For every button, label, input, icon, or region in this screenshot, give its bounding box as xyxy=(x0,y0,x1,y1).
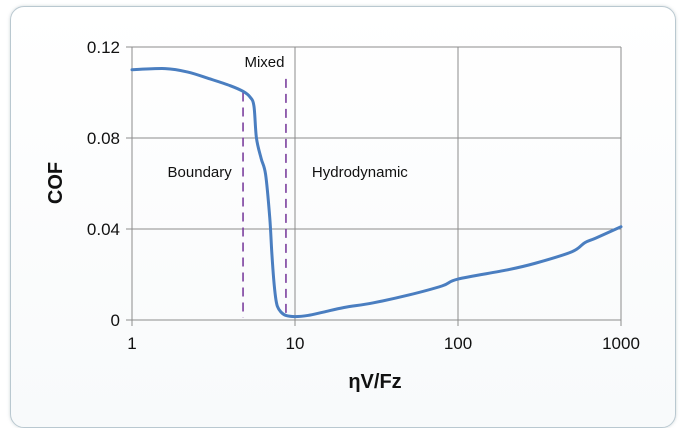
annotations: Mixed Boundary Hydrodynamic xyxy=(168,54,409,181)
annotation-boundary: Boundary xyxy=(168,164,233,181)
x-axis-title: ηV/Fz xyxy=(348,371,401,393)
grid-lines xyxy=(132,46,622,320)
y-tick-label: 0.12 xyxy=(87,38,120,57)
y-tick-label: 0.08 xyxy=(87,129,120,148)
x-tick-label: 10 xyxy=(286,334,305,353)
y-tick-label: 0 xyxy=(111,311,120,330)
cof-chart: 0 0.04 0.08 0.12 1 10 100 1000 Mixed Boundary Hyd… xyxy=(45,38,640,393)
y-tick-label: 0.04 xyxy=(87,220,120,239)
x-tick-label: 100 xyxy=(444,334,472,353)
y-axis-title: COF xyxy=(45,162,67,204)
regime-dividers xyxy=(242,78,287,318)
x-tick-label: 1000 xyxy=(602,334,640,353)
cof-series-line xyxy=(130,67,623,319)
chart-panel xyxy=(10,6,676,428)
annotation-hydrodynamic: Hydrodynamic xyxy=(312,164,408,181)
series-layer xyxy=(130,67,623,319)
annotation-mixed: Mixed xyxy=(244,54,284,71)
axes xyxy=(126,46,622,326)
tick-labels: 0 0.04 0.08 0.12 1 10 100 1000 xyxy=(87,38,640,353)
x-tick-label: 1 xyxy=(127,334,136,353)
